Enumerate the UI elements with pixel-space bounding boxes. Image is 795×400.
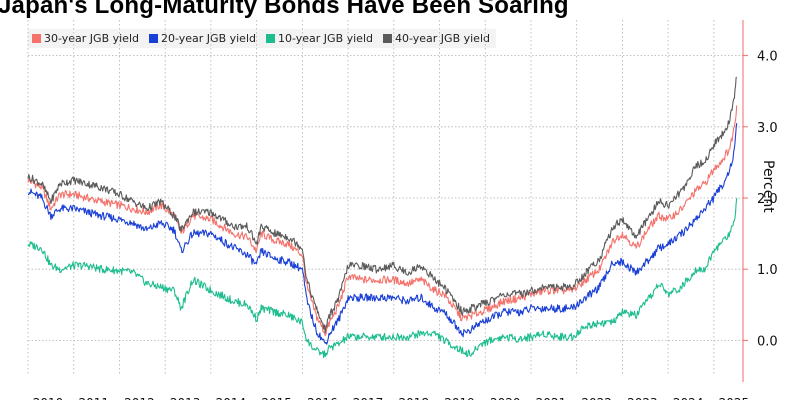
- x-tick-label: 2021: [536, 396, 567, 400]
- x-tick-label: 2012: [124, 396, 155, 400]
- x-tick-label: 2015: [261, 396, 292, 400]
- x-tick-label: 2016: [307, 396, 338, 400]
- chart-title: Japan's Long-Maturity Bonds Have Been So…: [0, 0, 569, 19]
- legend-item-20y[interactable]: 20-year JGB yield: [149, 32, 256, 45]
- x-tick-label: 2023: [627, 396, 658, 400]
- x-tick-label: 2022: [581, 396, 612, 400]
- y-tick-label: 3.0: [757, 121, 778, 136]
- series-line-10y: [27, 197, 738, 359]
- series-line-40y: [27, 76, 738, 334]
- x-tick-label: 2020: [490, 396, 521, 400]
- legend-label-10y: 10-year JGB yield: [278, 32, 373, 45]
- y-axis-label: Percent: [760, 160, 776, 213]
- y-tick-label: 1.0: [757, 263, 778, 278]
- x-tick-label: 2010: [33, 396, 64, 400]
- x-tick-label: 2018: [399, 396, 430, 400]
- legend-label-20y: 20-year JGB yield: [161, 32, 256, 45]
- legend-label-40y: 40-year JGB yield: [395, 32, 490, 45]
- y-tick-label: 0.0: [757, 334, 778, 349]
- legend-label-30y: 30-year JGB yield: [44, 32, 139, 45]
- legend-item-40y[interactable]: 40-year JGB yield: [383, 32, 490, 45]
- legend-swatch-30y: [32, 34, 41, 43]
- y-tick-label: 4.0: [757, 50, 778, 65]
- x-tick-label: 2013: [170, 396, 201, 400]
- x-tick-label: 2011: [78, 396, 109, 400]
- legend-swatch-10y: [266, 34, 275, 43]
- legend-item-30y[interactable]: 30-year JGB yield: [32, 32, 139, 45]
- x-tick-label: 2014: [216, 396, 247, 400]
- y-tick-label: 2.0: [757, 192, 778, 207]
- series-line-30y: [27, 105, 738, 336]
- x-tick-label: 2024: [673, 396, 704, 400]
- x-tick-label: 2017: [353, 396, 384, 400]
- x-tick-label: 2019: [444, 396, 475, 400]
- legend: 30-year JGB yield 20-year JGB yield 10-y…: [28, 29, 496, 48]
- x-tick-label: 2025: [719, 396, 750, 400]
- legend-swatch-20y: [149, 34, 158, 43]
- series-line-20y: [28, 123, 738, 345]
- legend-item-10y[interactable]: 10-year JGB yield: [266, 32, 373, 45]
- legend-swatch-40y: [383, 34, 392, 43]
